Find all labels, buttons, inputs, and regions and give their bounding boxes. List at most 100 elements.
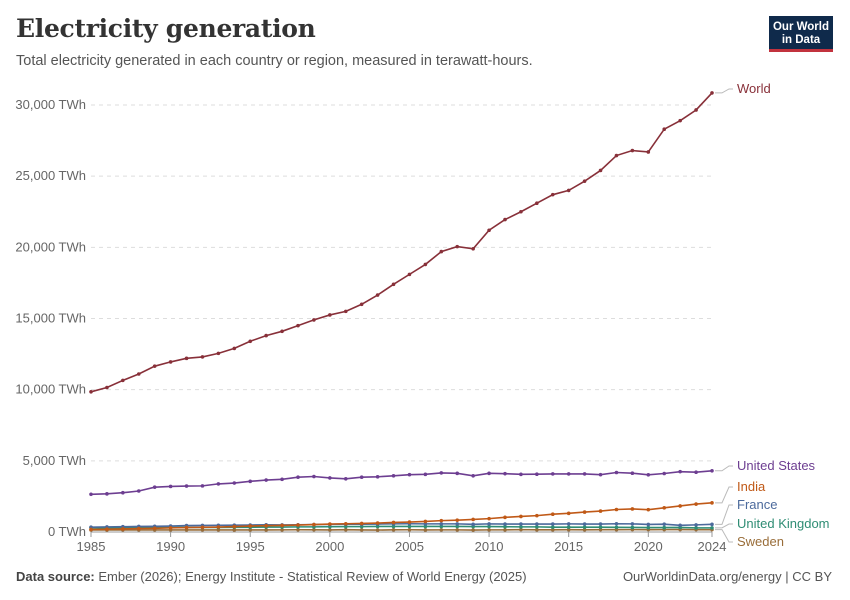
data-point	[678, 469, 682, 474]
data-point	[248, 528, 253, 532]
data-point	[184, 525, 189, 530]
data-point	[630, 507, 635, 511]
data-point	[423, 524, 428, 529]
series-lines	[89, 91, 714, 532]
data-point	[598, 509, 603, 513]
data-point	[264, 523, 268, 528]
data-point	[407, 472, 412, 477]
data-point	[343, 309, 348, 314]
data-point	[152, 485, 157, 489]
data-point	[471, 528, 475, 532]
data-point	[694, 523, 698, 527]
data-point	[471, 517, 475, 522]
data-point	[455, 471, 460, 476]
data-point	[503, 217, 507, 222]
data-point	[248, 524, 253, 528]
data-point	[566, 527, 571, 532]
series-line[interactable]	[90, 522, 713, 528]
label-connector	[715, 504, 733, 525]
data-point	[471, 522, 475, 527]
data-point	[200, 355, 205, 359]
data-point	[503, 528, 507, 532]
data-point	[646, 150, 651, 154]
data-point	[296, 523, 300, 527]
data-point	[439, 471, 444, 475]
data-point	[519, 514, 523, 519]
data-point	[375, 521, 380, 525]
data-point	[168, 484, 173, 489]
data-point	[550, 528, 555, 532]
data-point	[280, 329, 284, 334]
data-point	[694, 502, 698, 506]
data-point	[566, 188, 571, 193]
y-tick-label: 25,000 TWh	[15, 168, 86, 183]
data-point	[248, 339, 253, 344]
x-tick-label: 2024	[698, 539, 727, 554]
data-point	[487, 524, 491, 529]
data-point	[200, 484, 205, 488]
data-point	[646, 507, 651, 512]
data-point	[264, 478, 268, 482]
data-point	[200, 525, 205, 530]
data-point	[423, 528, 428, 532]
data-point	[359, 475, 364, 480]
data-point	[439, 524, 444, 529]
data-point	[121, 527, 125, 531]
data-point	[391, 282, 396, 287]
data-point	[152, 364, 157, 368]
data-point	[646, 525, 651, 530]
x-tick-label: 2000	[315, 539, 344, 554]
series-label[interactable]: World	[737, 81, 771, 96]
data-point	[328, 476, 332, 480]
series-label[interactable]: United Kingdom	[737, 516, 830, 531]
series-label[interactable]: United States	[737, 458, 816, 473]
series-label[interactable]: Sweden	[737, 534, 784, 549]
data-point	[375, 528, 380, 532]
series-label[interactable]: India	[737, 479, 766, 494]
data-point	[312, 527, 316, 532]
data-point	[614, 507, 619, 512]
data-point	[455, 518, 460, 522]
series-line[interactable]	[90, 92, 713, 393]
data-point	[519, 472, 523, 477]
data-point	[487, 471, 491, 476]
series-labels: World United States India France United King…	[715, 81, 830, 549]
data-point	[550, 472, 555, 476]
axes: 0 TWh 5,000 TWh 10,000 TWh 15,000 TWh 20,000…	[15, 97, 726, 554]
data-point	[407, 527, 412, 532]
data-point	[121, 490, 125, 495]
series-line[interactable]	[90, 502, 713, 531]
x-tick-label: 1995	[236, 539, 265, 554]
data-point	[646, 522, 651, 527]
data-point	[630, 522, 635, 526]
data-source: Data source: Ember (2026); Energy Instit…	[16, 569, 527, 584]
data-point	[471, 246, 475, 251]
data-point	[216, 528, 221, 532]
data-point	[312, 522, 316, 527]
data-point	[566, 511, 571, 516]
data-point	[582, 522, 587, 526]
data-point	[535, 528, 539, 532]
data-point	[121, 378, 125, 383]
data-point	[535, 201, 539, 206]
data-point	[710, 522, 714, 527]
series-label[interactable]: France	[737, 497, 777, 512]
footer-url[interactable]: OurWorldinData.org/energy | CC BY	[622, 569, 832, 584]
owid-logo[interactable]: Our World in Data	[769, 16, 833, 52]
y-tick-label: 15,000 TWh	[15, 311, 86, 326]
data-point	[535, 522, 539, 526]
y-tick-label: 20,000 TWh	[15, 239, 86, 254]
series-line[interactable]	[90, 469, 713, 496]
data-source-label: Data source:	[16, 569, 95, 584]
data-point	[630, 148, 635, 153]
data-point	[359, 528, 364, 532]
data-point	[694, 526, 698, 530]
data-point	[710, 501, 714, 505]
data-source-text: Ember (2026); Energy Institute - Statist…	[94, 569, 527, 584]
data-point	[630, 471, 635, 476]
data-point	[407, 272, 412, 277]
data-point	[471, 473, 475, 478]
data-point	[280, 477, 284, 482]
data-point	[503, 524, 507, 529]
